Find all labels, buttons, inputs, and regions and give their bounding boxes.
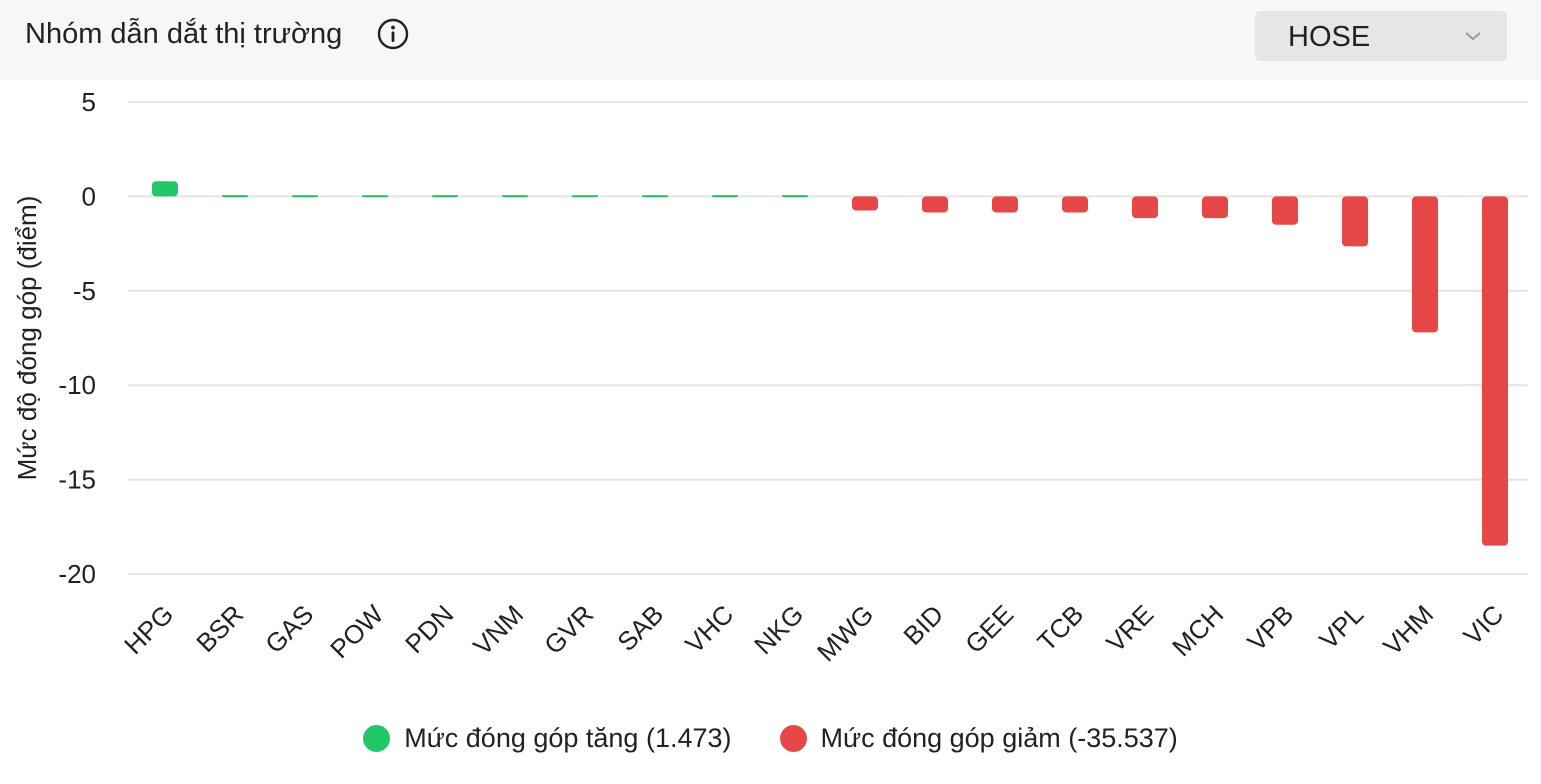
bar-gee [992, 196, 1018, 213]
bar-vre [1132, 196, 1158, 219]
y-tick-label: -10 [58, 370, 96, 400]
bar-vic [1482, 196, 1508, 546]
legend-label-increase: Mức đóng góp tăng (1.473) [404, 722, 732, 753]
legend-item-decrease[interactable]: Mức đóng góp giảm (-35.537) [779, 722, 1178, 754]
legend-dot-increase [363, 724, 391, 752]
y-tick-label: -5 [73, 276, 96, 306]
legend-dot-decrease [779, 724, 807, 752]
x-tick-label: NKG [748, 599, 809, 660]
x-tick-label: VRE [1100, 599, 1159, 658]
bar-vhc [712, 195, 738, 198]
x-tick-label: GAS [259, 599, 319, 659]
info-icon[interactable] [377, 18, 409, 50]
x-tick-label: GVR [538, 599, 599, 660]
bar-vhm [1412, 196, 1438, 333]
y-tick-label: -20 [58, 559, 96, 589]
y-tick-label: 5 [82, 87, 96, 117]
bar-mwg [852, 196, 878, 211]
contribution-bar-chart: 5 0 -5 -10 -15 -20 Mức độ đóng góp (điểm) HPG BS… [12, 87, 1528, 667]
x-tick-label: VHM [1377, 599, 1439, 661]
x-tick-label: TCB [1031, 599, 1089, 657]
x-tick-label: MWG [811, 599, 879, 667]
legend-label-decrease: Mức đóng góp giảm (-35.537) [820, 722, 1178, 753]
bar-nkg [782, 195, 808, 198]
x-tick-label: VNM [467, 599, 529, 661]
x-tick-label: GEE [959, 599, 1019, 659]
y-axis-label: Mức độ đóng góp (điểm) [12, 196, 42, 481]
chart-legend: Mức đóng góp tăng (1.473) Mức đóng góp g… [0, 718, 1541, 758]
x-tick-label: BID [897, 599, 949, 651]
chart-title: Nhóm dẫn dắt thị trường [25, 18, 343, 50]
legend-item-increase[interactable]: Mức đóng góp tăng (1.473) [363, 722, 732, 754]
bar-bsr [222, 195, 248, 198]
bar-hpg [152, 181, 178, 197]
bar-gas [292, 195, 318, 198]
bar-bid [922, 196, 948, 213]
x-tick-label: HPG [118, 599, 179, 660]
x-tick-label: VPB [1241, 599, 1299, 657]
bar-sab [642, 195, 668, 198]
bar-pdn [432, 195, 458, 198]
x-tick-label: BSR [190, 599, 249, 658]
exchange-select[interactable]: HOSE [1255, 11, 1507, 61]
y-tick-label: 0 [82, 181, 96, 211]
exchange-select-value: HOSE [1288, 21, 1371, 53]
bar-vpl [1342, 196, 1368, 247]
bar-pow [362, 195, 388, 198]
chevron-down-icon [1465, 32, 1481, 41]
x-tick-label: VHC [679, 599, 739, 659]
bar-vnm [502, 195, 528, 198]
y-tick-label: -15 [58, 465, 96, 495]
bar-vpb [1272, 196, 1298, 225]
x-tick-label: SAB [611, 599, 669, 657]
x-tick-label: PDN [399, 599, 459, 659]
bar-mch [1202, 196, 1228, 219]
x-tick-label: POW [324, 599, 389, 664]
x-tick-label: VPL [1313, 599, 1369, 655]
x-tick-label: MCH [1166, 599, 1229, 662]
x-tick-label: VIC [1457, 599, 1509, 651]
bar-tcb [1062, 196, 1088, 213]
chart-header: Nhóm dẫn dắt thị trường HOSE [0, 0, 1541, 80]
bar-gvr [572, 195, 598, 198]
